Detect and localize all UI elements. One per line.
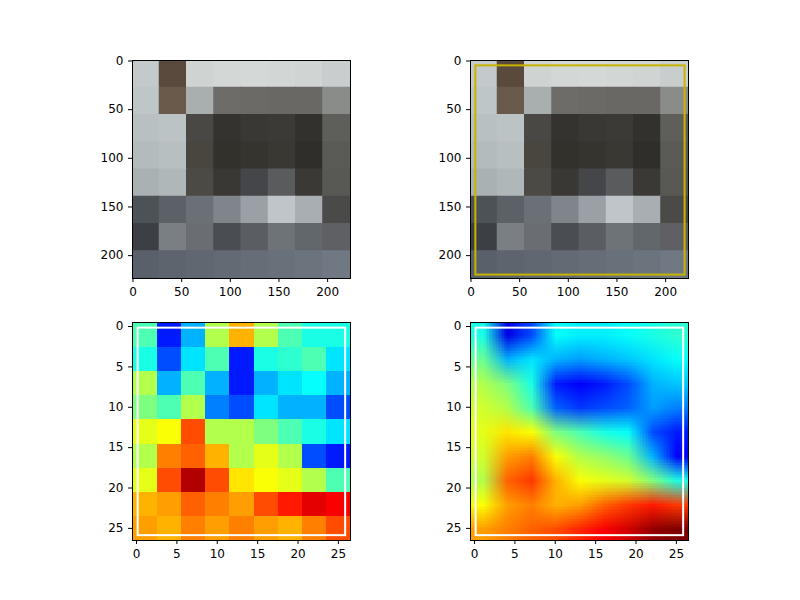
svg-text:20: 20	[290, 547, 305, 561]
svg-text:100: 100	[219, 285, 242, 299]
svg-text:50: 50	[446, 102, 461, 116]
svg-text:150: 150	[101, 200, 124, 214]
svg-text:0: 0	[116, 54, 124, 68]
svg-text:200: 200	[439, 248, 462, 262]
svg-text:25: 25	[669, 547, 684, 561]
svg-text:25: 25	[108, 521, 123, 535]
svg-text:0: 0	[129, 285, 137, 299]
svg-text:25: 25	[331, 547, 346, 561]
svg-text:100: 100	[557, 285, 580, 299]
svg-text:100: 100	[101, 151, 124, 165]
svg-text:0: 0	[454, 319, 462, 333]
svg-text:200: 200	[654, 285, 677, 299]
svg-text:15: 15	[250, 547, 265, 561]
svg-text:5: 5	[511, 547, 519, 561]
svg-text:5: 5	[173, 547, 181, 561]
svg-text:10: 10	[210, 547, 225, 561]
svg-text:0: 0	[133, 547, 141, 561]
svg-text:20: 20	[446, 481, 461, 495]
svg-text:0: 0	[467, 285, 475, 299]
svg-text:50: 50	[108, 102, 123, 116]
svg-text:50: 50	[512, 285, 527, 299]
svg-text:15: 15	[446, 440, 461, 454]
svg-text:5: 5	[454, 360, 462, 374]
svg-text:150: 150	[606, 285, 629, 299]
svg-text:10: 10	[446, 400, 461, 414]
svg-text:10: 10	[548, 547, 563, 561]
svg-text:15: 15	[588, 547, 603, 561]
svg-text:150: 150	[268, 285, 291, 299]
svg-text:200: 200	[316, 285, 339, 299]
svg-text:200: 200	[101, 248, 124, 262]
svg-text:50: 50	[174, 285, 189, 299]
svg-text:0: 0	[454, 54, 462, 68]
svg-text:10: 10	[108, 400, 123, 414]
svg-text:20: 20	[108, 481, 123, 495]
svg-text:0: 0	[116, 319, 124, 333]
svg-text:20: 20	[628, 547, 643, 561]
svg-text:5: 5	[116, 360, 124, 374]
svg-text:100: 100	[439, 151, 462, 165]
svg-text:150: 150	[439, 200, 462, 214]
svg-text:0: 0	[471, 547, 479, 561]
svg-text:25: 25	[446, 521, 461, 535]
svg-text:15: 15	[108, 440, 123, 454]
